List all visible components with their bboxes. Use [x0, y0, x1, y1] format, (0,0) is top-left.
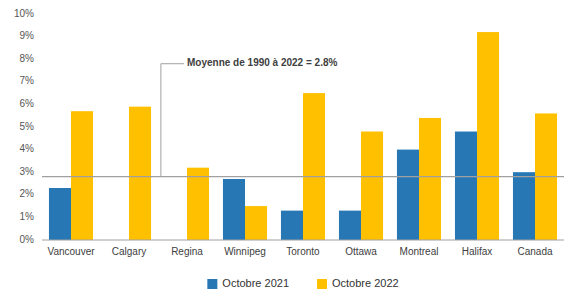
- x-tick-label: Montreal: [400, 246, 439, 257]
- legend-label: Octobre 2021: [222, 277, 289, 289]
- plot-area: [42, 32, 564, 240]
- x-tick-label: Halifax: [462, 246, 493, 257]
- bar: [397, 150, 419, 240]
- y-axis: 0% 1% 2% 3% 4% 5% 6% 7% 8% 9% 10%: [14, 8, 34, 245]
- series: [71, 32, 557, 240]
- bar: [455, 132, 477, 240]
- average-line: [42, 176, 564, 177]
- bar: [71, 111, 93, 240]
- y-tick-label: 10%: [14, 8, 34, 19]
- bar: [187, 168, 209, 240]
- legend-item: Octobre 2022: [317, 277, 399, 289]
- x-tick-label: Canada: [517, 246, 552, 257]
- legend-label: Octobre 2022: [332, 277, 399, 289]
- bar: [513, 172, 535, 240]
- y-tick-label: 5%: [20, 121, 35, 132]
- x-tick-label: Calgary: [112, 246, 146, 257]
- x-tick-label: Winnipeg: [224, 246, 266, 257]
- y-tick-label: 8%: [20, 53, 35, 64]
- bar: [129, 107, 151, 240]
- series: [49, 132, 535, 240]
- y-tick-label: 6%: [20, 98, 35, 109]
- chart: 0% 1% 2% 3% 4% 5% 6% 7% 8% 9% 10% Vancouver Calgary R…: [0, 0, 576, 302]
- bar: [361, 132, 383, 240]
- bar: [245, 206, 267, 240]
- x-tick-label: Ottawa: [345, 246, 377, 257]
- y-tick-label: 3%: [20, 166, 35, 177]
- legend-item: Octobre 2021: [207, 277, 289, 289]
- x-axis-line: [42, 240, 564, 241]
- x-tick-label: Toronto: [286, 246, 320, 257]
- annotation-connector: [161, 64, 184, 177]
- bar: [339, 211, 361, 240]
- bar: [477, 32, 499, 240]
- legend-swatch: [207, 279, 217, 289]
- annotation: Moyenne de 1990 à 2022 = 2.8%: [187, 57, 337, 68]
- bar: [281, 211, 303, 240]
- y-tick-label: 0%: [20, 234, 35, 245]
- legend: Octobre 2021 Octobre 2022: [207, 277, 398, 289]
- y-tick-label: 2%: [20, 188, 35, 199]
- bar: [223, 179, 245, 240]
- y-tick-label: 4%: [20, 143, 35, 154]
- x-tick-label: Regina: [171, 246, 203, 257]
- y-tick-label: 9%: [20, 30, 35, 41]
- bar: [49, 188, 71, 240]
- x-tick-label: Vancouver: [47, 246, 95, 257]
- bar: [303, 93, 325, 240]
- y-tick-label: 1%: [20, 211, 35, 222]
- bar: [419, 118, 441, 240]
- y-tick-label: 7%: [20, 75, 35, 86]
- legend-swatch: [317, 279, 327, 289]
- x-axis: Vancouver Calgary Regina Winnipeg Toronto Ott…: [47, 246, 552, 257]
